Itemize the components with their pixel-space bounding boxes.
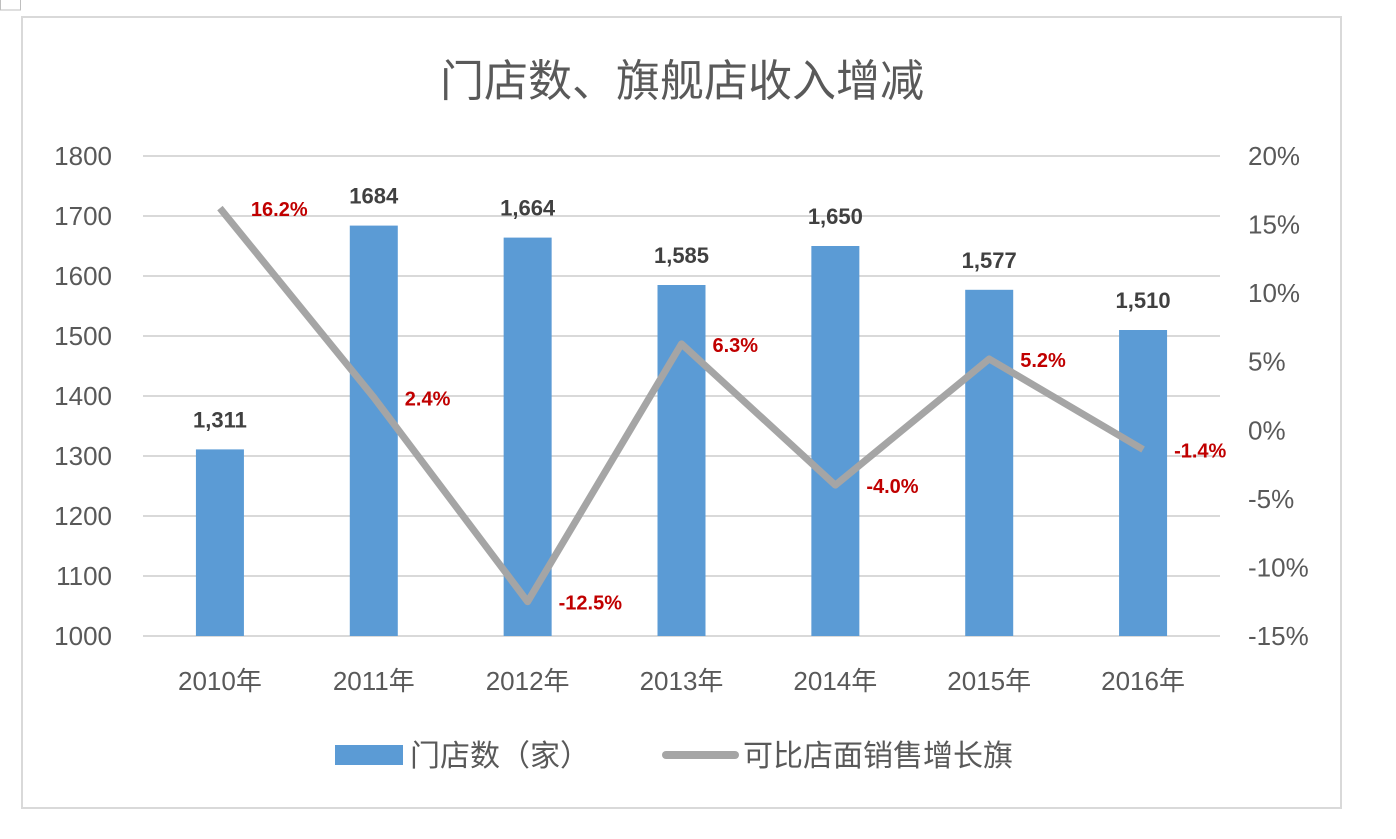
- legend: 门店数（家） 可比店面销售增长旗: [335, 739, 1013, 774]
- legend-bar-label: 门店数（家）: [410, 739, 590, 774]
- line-label: 16.2%: [251, 199, 308, 221]
- x-tick: 2010年: [178, 666, 262, 696]
- x-tick: 2013年: [640, 666, 724, 696]
- y-right-tick: -15%: [1248, 621, 1309, 651]
- y-left-tick: 1500: [54, 321, 112, 351]
- line-label: -4.0%: [866, 476, 918, 498]
- chart-title: 门店数、旗舰店收入增减: [440, 56, 924, 107]
- bar: [965, 289, 1014, 636]
- y-left-tick: 1300: [54, 441, 112, 471]
- x-tick: 2012年: [486, 666, 570, 696]
- x-tick: 2015年: [947, 666, 1031, 696]
- y-right-tick: 20%: [1248, 141, 1300, 171]
- y-right-tick: -5%: [1248, 484, 1294, 514]
- y-left-tick: 1100: [56, 561, 112, 591]
- bar-label: 1,585: [654, 243, 709, 268]
- bar-label: 1,664: [500, 196, 556, 221]
- bar-label: 1,650: [808, 204, 863, 229]
- bar: [657, 285, 706, 636]
- line-label: -12.5%: [559, 593, 623, 615]
- line-label: 5.2%: [1020, 350, 1066, 372]
- x-tick: 2014年: [793, 666, 877, 696]
- y-left-tick: 1800: [54, 141, 112, 171]
- y-left-tick: 1200: [54, 501, 112, 531]
- y-left-tick: 1400: [54, 381, 112, 411]
- x-tick: 2016年: [1101, 666, 1185, 696]
- bar-label: 1,311: [193, 407, 247, 432]
- y-right-tick: 15%: [1248, 210, 1300, 240]
- bar: [349, 225, 398, 636]
- y-right-tick: 5%: [1248, 347, 1286, 377]
- bar: [1119, 330, 1168, 636]
- bar-label: 1,577: [962, 248, 1017, 273]
- y-right-tick: -10%: [1248, 552, 1309, 582]
- bar-label: 1,510: [1116, 288, 1171, 313]
- corner-mark: [0, 0, 21, 11]
- bar: [195, 449, 244, 636]
- y-left-tick: 1700: [54, 201, 112, 231]
- legend-bar-swatch: [335, 745, 403, 765]
- line-label: 2.4%: [405, 388, 451, 410]
- line-label: -1.4%: [1174, 440, 1226, 462]
- bar: [811, 246, 860, 636]
- y-left-tick: 1600: [54, 261, 112, 291]
- bar-label: 1684: [349, 184, 399, 209]
- y-left-tick: 1000: [54, 621, 112, 651]
- x-tick: 2011年: [333, 666, 415, 696]
- y-right-tick: 10%: [1248, 278, 1300, 308]
- line-label: 6.3%: [713, 335, 759, 357]
- legend-line-label: 可比店面销售增长旗: [743, 739, 1013, 774]
- y-right-tick: 0%: [1248, 415, 1286, 445]
